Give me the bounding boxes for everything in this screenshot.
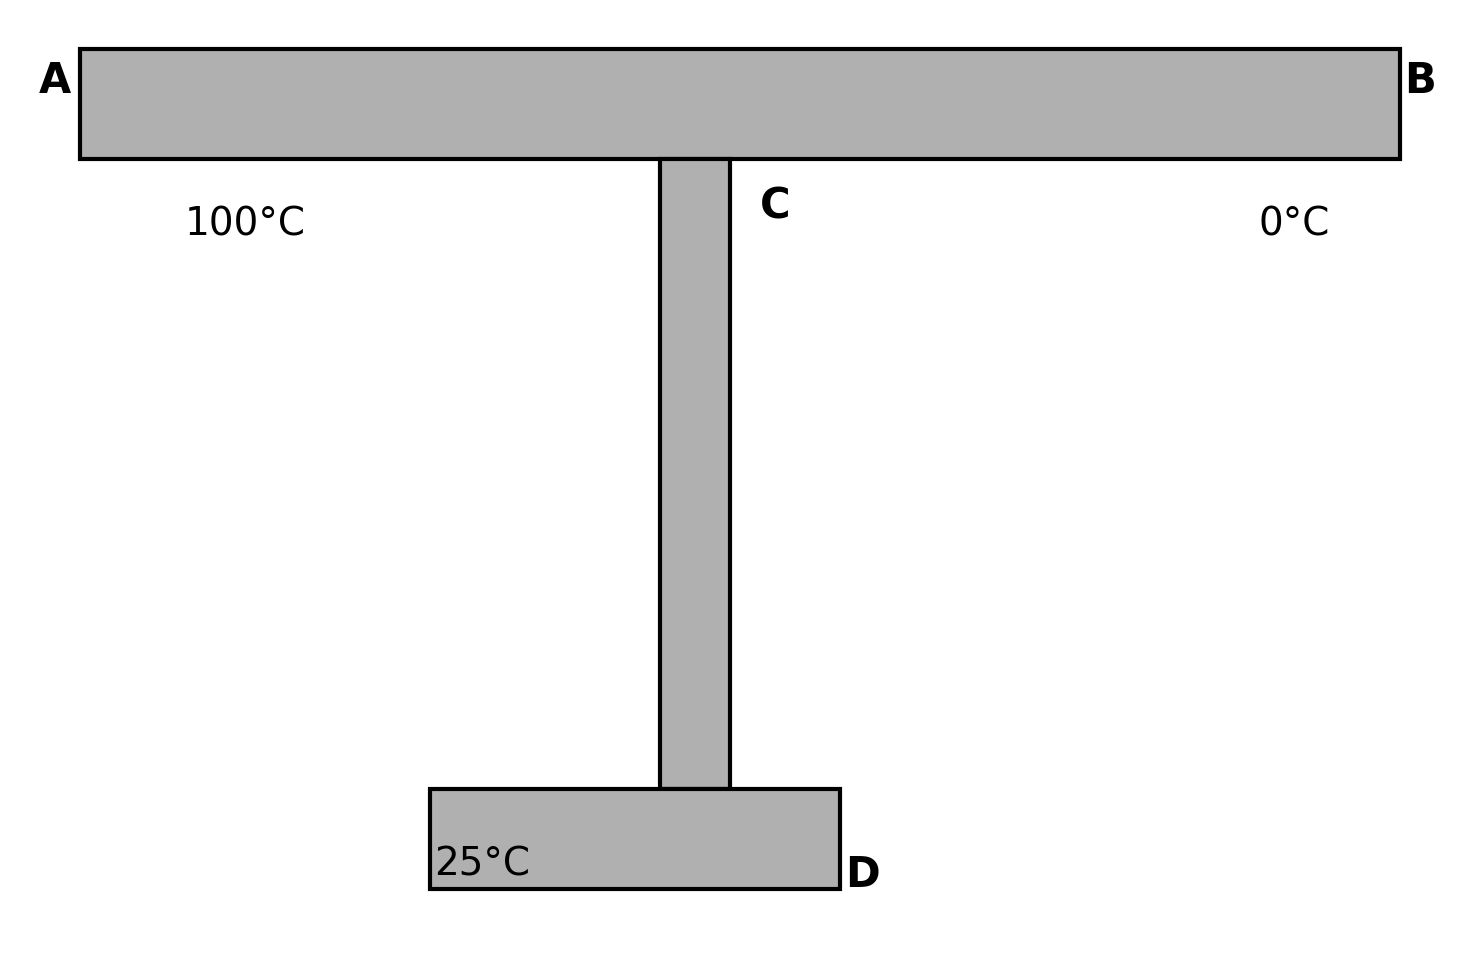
Text: A: A bbox=[38, 60, 71, 102]
Text: 0°C: 0°C bbox=[1258, 204, 1331, 243]
Text: 100°C: 100°C bbox=[185, 204, 306, 243]
Bar bbox=[80, 50, 1400, 160]
Text: D: D bbox=[845, 853, 879, 895]
Text: B: B bbox=[1405, 60, 1436, 102]
Text: 25°C: 25°C bbox=[434, 845, 530, 883]
Bar bbox=[660, 160, 730, 789]
Text: C: C bbox=[761, 185, 790, 227]
Bar bbox=[431, 789, 841, 890]
